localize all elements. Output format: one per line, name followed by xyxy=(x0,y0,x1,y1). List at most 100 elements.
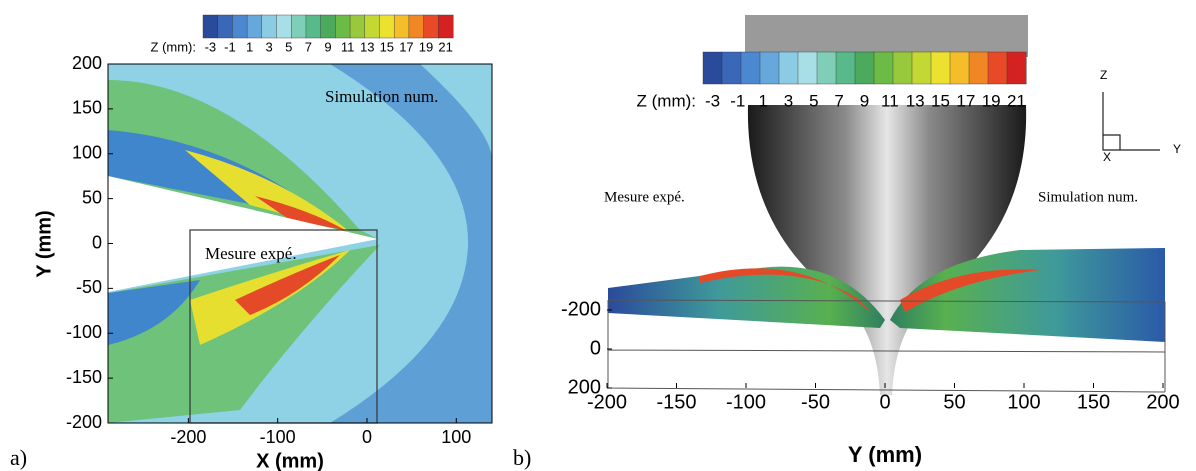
colorbar-tick-label: 5 xyxy=(809,91,818,110)
colorbar-cell xyxy=(911,51,932,85)
x-tick-label: 50 xyxy=(943,391,965,413)
y-tick-label: -150 xyxy=(66,367,102,387)
contour-band xyxy=(108,80,380,240)
panel-label: a) xyxy=(10,445,27,470)
colorbar-tick-label: 1 xyxy=(758,91,767,110)
colorbar-cell xyxy=(987,51,1008,85)
annotation: Mesure expé. xyxy=(604,189,685,205)
colorbar-cell xyxy=(797,51,818,85)
colorbar-cell xyxy=(276,14,292,39)
colorbar-cell xyxy=(721,51,742,85)
colorbar-cell xyxy=(364,14,380,39)
colorbar-cell xyxy=(349,14,366,39)
x-tick-label: 200 xyxy=(1146,391,1179,413)
colorbar-cell xyxy=(892,51,913,85)
colorbar-tick-label: 21 xyxy=(1007,91,1026,110)
colorbar-tick-label: 5 xyxy=(285,39,292,54)
x-tick-label: -50 xyxy=(801,391,830,413)
x-tick-label: 0 xyxy=(879,391,890,413)
colorbar-tick-label: 7 xyxy=(834,91,843,110)
surface-view xyxy=(607,15,1166,395)
y-tick-label: 100 xyxy=(72,143,102,163)
annotation: Simulation num. xyxy=(325,87,438,106)
colorbar-tick-label: 15 xyxy=(380,39,394,54)
colorbar-cell xyxy=(816,51,837,85)
colorbar-cell xyxy=(261,14,278,39)
annotation: Simulation num. xyxy=(1038,189,1138,205)
colorbar-cell xyxy=(305,14,322,39)
colorbar-tick-label: 9 xyxy=(324,39,331,54)
colorbar-cell xyxy=(246,14,263,39)
colorbar-tick-label: 19 xyxy=(419,39,433,54)
colorbar-cell xyxy=(778,51,799,85)
axis-triad-label: X xyxy=(1103,150,1111,164)
colorbar-cell xyxy=(291,14,307,39)
x-tick-label: 150 xyxy=(1077,391,1110,413)
y-tick-label: 0 xyxy=(92,232,102,252)
wake-gap xyxy=(108,176,378,292)
colorbar-cell xyxy=(1006,51,1027,85)
colorbar-cell xyxy=(423,14,439,39)
colorbar-tick-label: -3 xyxy=(205,39,217,54)
colorbar-cell xyxy=(873,51,894,85)
colorbar-cell xyxy=(930,51,951,85)
colorbar-tick-label: 17 xyxy=(399,39,413,54)
surface-crest xyxy=(700,268,870,312)
y-tick-label: -100 xyxy=(66,322,102,342)
contour-band xyxy=(108,280,200,345)
y-tick-label: 150 xyxy=(72,98,102,118)
panel-label: b) xyxy=(513,445,531,470)
colorbar-cell xyxy=(854,51,875,85)
annotation: Mesure expé. xyxy=(205,244,297,263)
colorbar-tick-label: 11 xyxy=(881,91,899,110)
y-tick-label: 200 xyxy=(72,53,102,73)
x-tick-label: 100 xyxy=(441,427,471,447)
colorbar-tick-label: 11 xyxy=(341,39,355,54)
colorbar-cell xyxy=(740,51,761,85)
x-tick-label: 0 xyxy=(362,427,372,447)
colorbar-tick-label: -3 xyxy=(705,91,720,110)
colorbar-cell xyxy=(949,51,970,85)
colorbar-cell xyxy=(202,14,219,39)
y-tick-label: 0 xyxy=(590,337,601,359)
colorbar-tick-label: 13 xyxy=(360,39,374,54)
contour-band xyxy=(330,64,492,423)
colorbar-tick-label: -1 xyxy=(224,39,236,54)
y-tick-label: 200 xyxy=(568,376,601,398)
colorbar-cell xyxy=(968,51,989,85)
axis-triad-label: Y xyxy=(1173,142,1181,156)
colorbar-label: Z (mm): xyxy=(151,39,196,54)
colorbar-cell xyxy=(320,14,336,39)
colorbar-tick-label: 7 xyxy=(305,39,312,54)
colorbar-tick-label: -1 xyxy=(730,91,745,110)
hull xyxy=(747,105,1027,395)
colorbar-tick-label: 19 xyxy=(982,91,1001,110)
hull-top xyxy=(745,15,1028,57)
x-tick-label: 100 xyxy=(1007,391,1040,413)
x-axis-label: Y (mm) xyxy=(848,442,922,467)
colorbar-cell xyxy=(835,51,856,85)
y-tick-label: -200 xyxy=(66,412,102,432)
y-tick-label: -50 xyxy=(76,277,102,297)
contour-band xyxy=(420,64,492,160)
colorbar-tick-label: 3 xyxy=(784,91,793,110)
colorbar-tick-label: 15 xyxy=(931,91,950,110)
colorbar-cell xyxy=(232,14,248,39)
x-tick-label: -150 xyxy=(656,391,696,413)
colorbar-cell xyxy=(759,51,780,85)
contour-field xyxy=(107,63,493,424)
contour-band xyxy=(255,196,345,230)
axis-triad-label: Z xyxy=(1100,68,1107,82)
colorbar-label: Z (mm): xyxy=(637,91,696,110)
surface-left xyxy=(608,266,885,328)
y-tick-label: -200 xyxy=(561,298,601,320)
colorbar-tick-label: 3 xyxy=(266,39,273,54)
x-tick-label: -200 xyxy=(170,427,206,447)
colorbar-cell xyxy=(702,51,723,85)
colorbar-cell xyxy=(408,14,425,39)
colorbar-cell xyxy=(217,14,233,39)
contour-band xyxy=(185,150,350,232)
x-axis-label: X (mm) xyxy=(256,450,324,471)
colorbar-cell xyxy=(438,14,454,39)
